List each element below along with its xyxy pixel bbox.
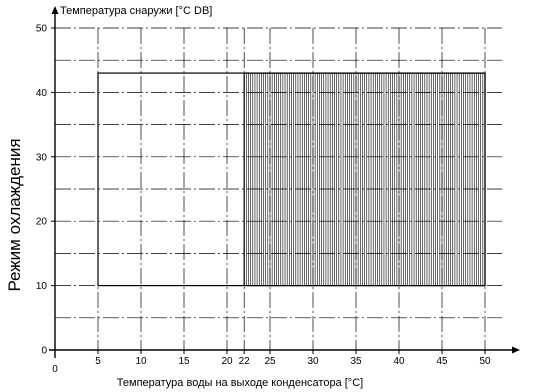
x-axis-arrow [512,346,520,354]
y-axis-arrow [51,6,59,14]
y-tick-label: 20 [36,217,48,228]
x-tick-label: 30 [307,356,319,367]
x-tick-label: 15 [178,356,190,367]
hatched-range-outline [243,72,486,287]
y-tick-label: 40 [36,88,48,99]
x-tick-label: 20 [221,356,233,367]
x-tick-label: 0 [52,364,58,375]
cooling-mode-label: Режим охлаждения [5,138,24,291]
y-tick-label: 30 [36,152,48,163]
x-axis-title: Температура воды на выходе конденсатора … [117,377,363,389]
y-axis-title: Температура снаружи [°C DB] [60,5,212,17]
y-tick-label: 0 [41,346,47,357]
y-tick-labels: 0 10 20 30 40 50 [36,24,48,357]
axes [49,6,520,358]
x-tick-label: 25 [264,356,276,367]
x-tick-label: 50 [479,356,491,367]
region-outlines [97,72,486,287]
hatched-region [243,73,486,286]
y-tick-label: 50 [36,24,48,35]
y-tick-label: 10 [36,281,48,292]
x-tick-label: 10 [135,356,147,367]
x-tick-label: 40 [393,356,405,367]
x-tick-label: 35 [350,356,362,367]
x-tick-label: 22 [239,356,251,367]
x-tick-label: 5 [95,356,101,367]
x-tick-labels: 0 5 10 15 20 22 25 30 35 40 45 50 [52,356,491,375]
x-tick-label: 45 [436,356,448,367]
